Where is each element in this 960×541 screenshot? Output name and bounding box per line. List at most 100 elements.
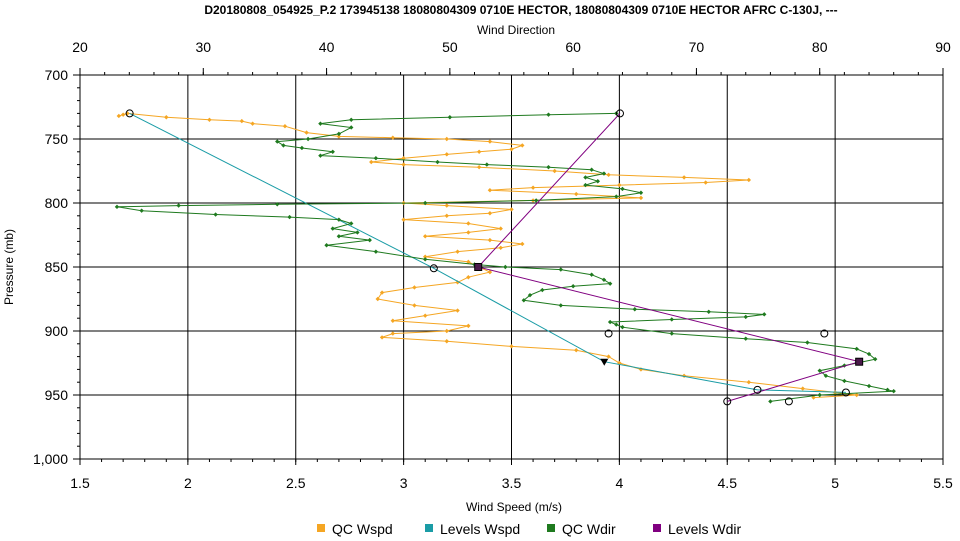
x2-tick-label: 70 xyxy=(689,39,705,55)
data-point xyxy=(239,118,245,124)
data-point xyxy=(324,243,329,248)
data-point xyxy=(638,190,644,195)
y-tick-label: 1,000 xyxy=(33,451,68,467)
data-point xyxy=(638,195,644,201)
x-tick-label: 4 xyxy=(615,475,623,491)
x2-tick-label: 50 xyxy=(442,39,458,55)
data-point xyxy=(390,318,396,323)
legend-swatch xyxy=(317,524,325,532)
legend-swatch xyxy=(547,524,555,532)
data-point xyxy=(520,143,525,148)
data-point xyxy=(620,186,625,192)
data-point xyxy=(390,135,396,140)
data-point xyxy=(768,399,773,404)
x-tick-label: 1.5 xyxy=(70,475,90,491)
data-point xyxy=(379,290,385,295)
data-point xyxy=(444,152,449,157)
data-point xyxy=(669,331,674,336)
x2-axis-label: Wind Direction xyxy=(477,23,555,37)
data-point xyxy=(823,373,829,378)
level-marker xyxy=(615,109,624,118)
data-point xyxy=(390,331,396,336)
data-point xyxy=(401,156,406,161)
x-axis-label: Wind Speed (m/s) xyxy=(466,500,562,514)
data-point xyxy=(620,324,625,330)
y-tick-label: 950 xyxy=(45,387,69,403)
data-point xyxy=(607,319,613,325)
data-point xyxy=(601,277,607,282)
data-point xyxy=(455,249,460,254)
data-point xyxy=(632,307,637,312)
data-point xyxy=(607,281,613,286)
data-point xyxy=(614,194,619,199)
level-marker xyxy=(604,329,613,338)
data-point xyxy=(375,296,380,302)
data-point xyxy=(435,159,440,165)
data-point xyxy=(423,254,428,259)
data-point xyxy=(509,344,514,349)
x-tick-label: 3 xyxy=(400,475,408,491)
data-point xyxy=(854,346,859,352)
data-point xyxy=(498,226,503,231)
series-3 xyxy=(477,113,862,402)
data-point xyxy=(746,177,752,183)
data-point xyxy=(487,139,493,144)
data-point xyxy=(487,269,493,275)
x2-tick-label: 40 xyxy=(319,39,335,55)
data-point xyxy=(466,323,471,329)
data-point xyxy=(669,317,674,322)
data-point xyxy=(412,303,417,308)
data-point xyxy=(533,198,539,203)
data-point xyxy=(164,115,169,120)
data-point xyxy=(305,136,311,142)
data-point xyxy=(617,182,622,188)
data-point xyxy=(349,125,354,130)
data-point xyxy=(681,175,687,180)
data-point xyxy=(487,237,493,243)
data-point xyxy=(743,314,748,320)
data-point xyxy=(570,284,576,289)
legend: QC Wspd Levels Wspd QC Wdir Levels Wdir xyxy=(317,521,741,537)
data-point xyxy=(250,121,255,126)
data-point xyxy=(521,298,527,303)
data-point xyxy=(120,112,126,117)
legend-label: QC Wspd xyxy=(332,521,393,537)
data-point xyxy=(484,162,490,167)
data-point xyxy=(574,348,579,353)
data-point xyxy=(139,208,144,213)
data-point xyxy=(703,180,708,185)
series-0 xyxy=(116,111,859,400)
data-point xyxy=(498,245,503,250)
y-tick-label: 700 xyxy=(45,67,69,83)
data-point xyxy=(213,212,218,217)
data-point xyxy=(318,153,323,158)
x2-tick-label: 90 xyxy=(935,39,951,55)
data-point xyxy=(527,292,533,298)
data-point xyxy=(373,156,379,161)
level-marker xyxy=(125,109,134,118)
data-point xyxy=(589,167,594,172)
data-point xyxy=(583,175,588,180)
x2-tick-label: 30 xyxy=(195,39,211,55)
data-point xyxy=(487,188,493,193)
data-point xyxy=(447,115,453,120)
data-point xyxy=(638,367,644,372)
x2-tick-label: 80 xyxy=(812,39,828,55)
axis-ticks: 1.5 2 2.5 3 3.5 4 4.5 5 5.5 20 30 40 50 60 70 80 90 700 75… xyxy=(33,39,953,491)
data-point xyxy=(574,191,579,197)
y-tick-label: 750 xyxy=(45,131,69,147)
y-axis-label: Pressure (mb) xyxy=(2,229,16,305)
data-point xyxy=(530,185,536,190)
data-point xyxy=(487,211,493,216)
data-point xyxy=(401,162,406,167)
level-markers xyxy=(125,109,864,406)
data-point xyxy=(275,139,280,144)
data-point xyxy=(466,221,471,226)
data-point xyxy=(176,203,181,208)
data-point xyxy=(509,207,514,212)
data-point xyxy=(842,378,847,384)
data-point xyxy=(444,339,449,344)
data-point xyxy=(866,351,872,357)
x2-tick-label: 60 xyxy=(565,39,581,55)
level-marker xyxy=(753,385,762,394)
